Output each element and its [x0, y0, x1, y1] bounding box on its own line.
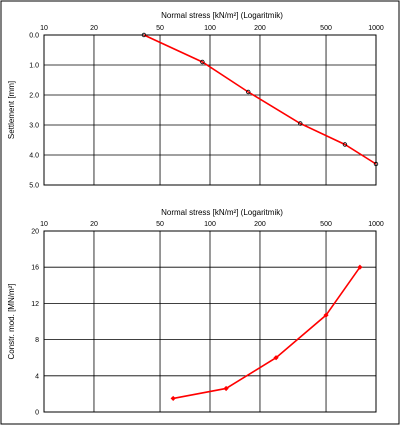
y-tick-label: 2.0 — [29, 93, 39, 100]
data-point — [223, 385, 229, 392]
data-point — [298, 121, 303, 126]
x-tick-label: 50 — [156, 221, 164, 228]
data-point — [373, 161, 379, 167]
x-axis-title: Normal stress [kN/m²] (Logaritmik) — [161, 208, 283, 217]
y-tick-label: 8 — [35, 337, 39, 344]
y-tick-label: 1.0 — [29, 63, 39, 70]
data-point — [246, 89, 251, 95]
data-point — [342, 142, 348, 147]
x-tick-label: 500 — [320, 25, 332, 32]
y-axis-title: Settlement [mm] — [7, 81, 16, 139]
data-point — [323, 312, 329, 318]
x-tick-label: 100 — [204, 221, 216, 228]
y-tick-label: 4.0 — [29, 153, 39, 160]
x-tick-label: 100 — [204, 25, 216, 32]
y-tick-label: 0 — [35, 410, 39, 417]
y-tick-label: 12 — [31, 301, 39, 308]
x-tick-label: 200 — [254, 221, 266, 228]
y-tick-label: 0.0 — [29, 33, 39, 40]
x-tick-label: 20 — [90, 221, 98, 228]
x-tick-label: 200 — [254, 25, 266, 32]
x-tick-label: 1000 — [368, 221, 384, 228]
data-point — [141, 32, 147, 38]
y-tick-label: 4 — [35, 373, 39, 380]
x-tick-label: 10 — [40, 221, 48, 228]
y-axis-title: Constr. mod. [MN/m²] — [7, 283, 16, 359]
x-tick-label: 50 — [156, 25, 164, 32]
series-line — [173, 266, 361, 400]
x-tick-label: 20 — [90, 25, 98, 32]
x-tick-label: 1000 — [368, 25, 384, 32]
data-point — [170, 395, 176, 402]
data-point — [200, 59, 205, 65]
x-tick-label: 10 — [40, 25, 48, 32]
settlement-chart: 10 20 50 100 200 500 1000 0.0 1.0 2.0 3.0 4.0 5.0 Nor… — [7, 11, 384, 190]
series-line — [143, 34, 377, 165]
y-tick-label: 20 — [31, 229, 39, 236]
y-tick-label: 5.0 — [29, 183, 39, 190]
y-tick-label: 3.0 — [29, 123, 39, 130]
data-point — [273, 355, 279, 361]
x-tick-label: 500 — [320, 221, 332, 228]
y-tick-label: 16 — [31, 265, 39, 272]
data-point — [357, 264, 363, 270]
x-axis-title: Normal stress [kN/m²] (Logaritmik) — [161, 11, 283, 20]
